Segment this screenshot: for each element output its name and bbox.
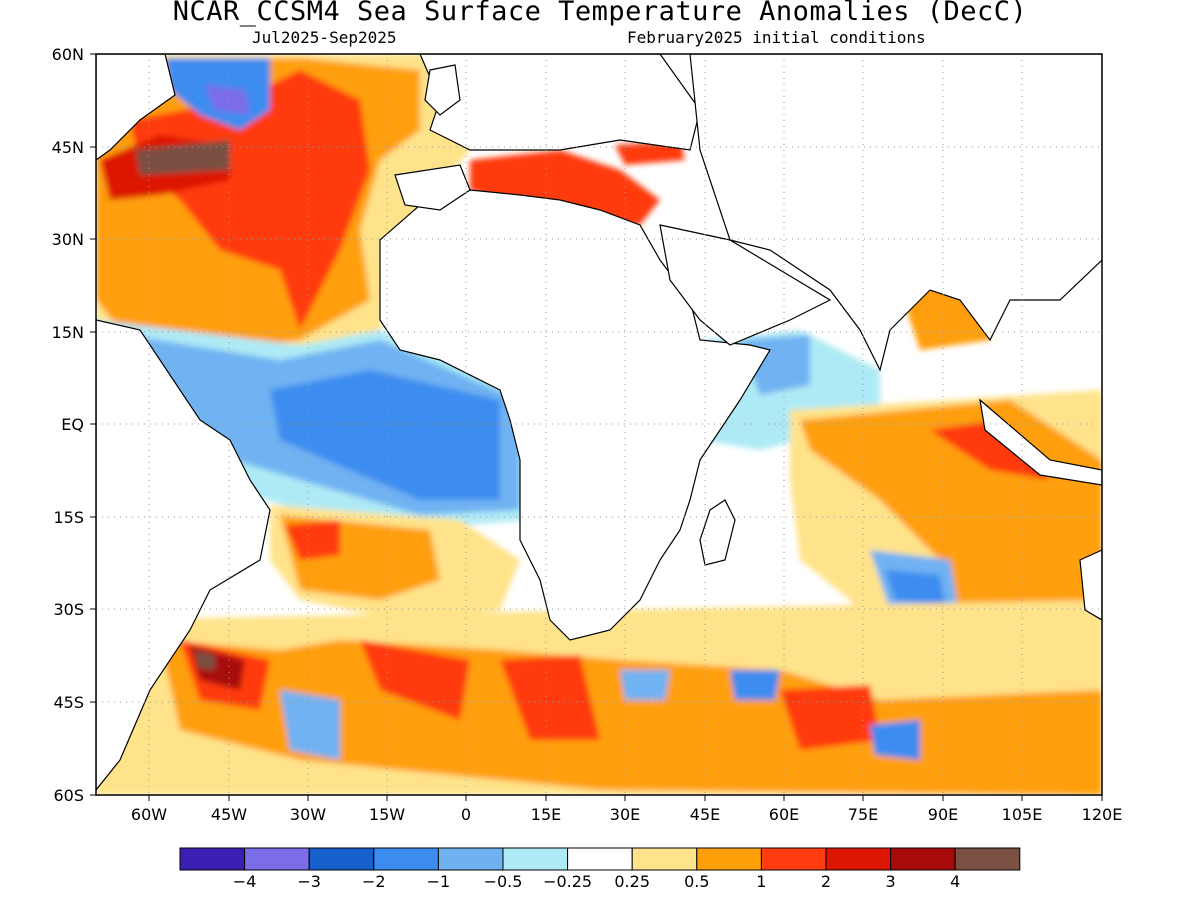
- colorbar-label: −4: [233, 872, 257, 891]
- mediterranean-warm: [470, 150, 660, 230]
- lon-label: 90E: [928, 805, 958, 824]
- colorbar-swatch: [631, 847, 698, 871]
- lon-label: 15W: [369, 805, 405, 824]
- lat-label: 30S: [53, 600, 84, 619]
- north-america: [96, 54, 176, 161]
- colorbar-label: −0.25: [543, 872, 592, 891]
- colorbar-label: 0.25: [614, 872, 650, 891]
- europe: [419, 54, 701, 151]
- britain: [424, 64, 461, 116]
- lon-label: 45E: [690, 805, 720, 824]
- africa: [379, 189, 771, 641]
- latitude-labels: 60N 45N 30N 15N EQ 15S 30S 45S 60S: [52, 45, 84, 805]
- lon-label: 60E: [769, 805, 799, 824]
- tropical-atlantic-cold: [270, 370, 500, 500]
- colorbar-label: −3: [297, 872, 321, 891]
- south-america: [96, 319, 271, 791]
- south-atlantic-red: [285, 520, 340, 560]
- southern-cool-3: [870, 720, 920, 760]
- lat-label: 30N: [52, 230, 84, 249]
- colorbar-label: 3: [886, 872, 896, 891]
- southern-cool-2: [730, 670, 780, 700]
- map-title: NCAR_CCSM4 Sea Surface Temperature Anoma…: [172, 0, 1028, 27]
- southern-cool-1: [280, 690, 340, 760]
- colorbar-swatch: [179, 847, 246, 871]
- forecast-period: Jul2025-Sep2025: [252, 28, 397, 47]
- asia: [689, 54, 1102, 372]
- labrador-cool-core: [205, 85, 250, 115]
- colorbar-swatch: [373, 847, 439, 871]
- lat-label: 60N: [52, 45, 84, 64]
- colorbar-swatch: [308, 847, 375, 871]
- lon-label: 120E: [1082, 805, 1123, 824]
- indonesia: [979, 398, 1102, 486]
- southern-ocean-red-far: [780, 685, 880, 750]
- colorbar-swatch: [825, 847, 892, 871]
- ticks: [90, 53, 1103, 801]
- colorbar-swatch: [437, 847, 504, 871]
- colorbar-swatch: [567, 847, 633, 871]
- colorbar: −4 −3 −2 −1 −0.5 −0.25 0.25 0.5 1 2 3 4: [179, 847, 1021, 891]
- lon-label: 30W: [290, 805, 326, 824]
- colorbar-label: 0.5: [684, 872, 709, 891]
- lat-label: 15S: [53, 508, 84, 527]
- colorbar-label: −2: [362, 872, 386, 891]
- colorbar-label: 2: [821, 872, 831, 891]
- colorbar-label: 1: [756, 872, 766, 891]
- lon-label: 60W: [131, 805, 167, 824]
- north-atlantic-max: [135, 140, 230, 175]
- lon-label: 0: [461, 805, 471, 824]
- colorbar-swatch: [696, 847, 762, 871]
- lat-label: 60S: [53, 786, 84, 805]
- lat-label: 45S: [53, 693, 84, 712]
- longitude-labels: 60W 45W 30W 15W 0 15E 30E 45E 60E 75E 90…: [131, 805, 1122, 824]
- north-atlantic-red: [130, 70, 370, 330]
- colorbar-swatch: [890, 847, 956, 871]
- southern-ocean-peak: [195, 650, 215, 670]
- sumatra-hot: [930, 420, 1050, 480]
- lon-label: 45W: [211, 805, 247, 824]
- land: [96, 54, 1102, 791]
- southern-ocean-red-east: [500, 655, 600, 740]
- lat-label: EQ: [61, 415, 84, 434]
- australia: [1079, 549, 1102, 621]
- lon-label: 15E: [531, 805, 561, 824]
- colorbar-label: 4: [950, 872, 960, 891]
- southern-cool-4: [620, 670, 670, 700]
- colorbar-swatch: [502, 847, 569, 871]
- colorbar-label: −0.5: [484, 872, 523, 891]
- lat-label: 15N: [52, 323, 84, 342]
- madagascar: [699, 499, 736, 566]
- south-indian-cold: [885, 570, 945, 605]
- lat-label: 45N: [52, 138, 84, 157]
- iberia: [394, 164, 471, 211]
- colorbar-swatch: [760, 847, 827, 871]
- colorbar-swatch: [954, 847, 1021, 871]
- lon-label: 105E: [1002, 805, 1043, 824]
- colorbar-label: −1: [427, 872, 451, 891]
- colorbar-swatch: [244, 847, 310, 871]
- initial-conditions: February2025 initial conditions: [627, 28, 926, 47]
- arabia: [659, 224, 832, 346]
- lon-label: 30E: [610, 805, 640, 824]
- lon-label: 75E: [848, 805, 878, 824]
